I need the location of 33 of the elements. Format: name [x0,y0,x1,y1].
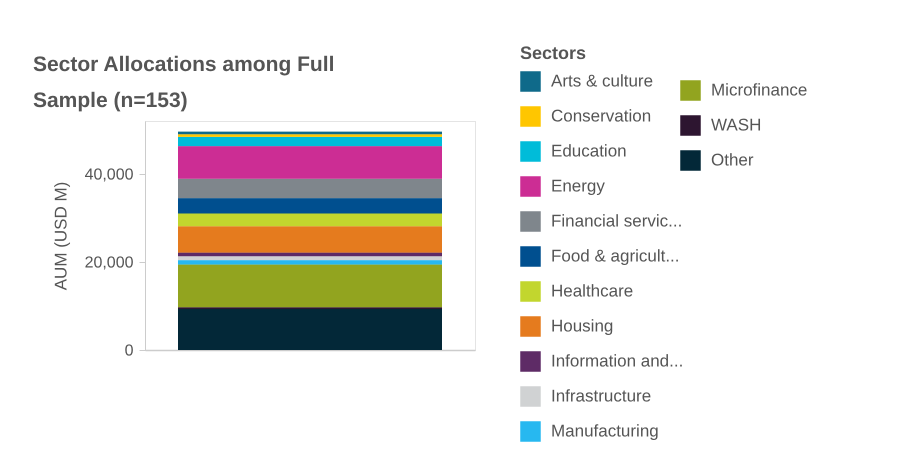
legend-label: Conservation [551,106,652,126]
bar [178,264,442,308]
y-tick-label: 20,000 [84,254,134,272]
legend-label: Food & agricult... [551,246,680,266]
bar [178,226,442,253]
legend-label: Financial servic... [551,212,682,230]
bar [178,213,442,226]
legend-label: Arts & culture [551,72,654,90]
legend-label: Healthcare [551,282,634,300]
legend-label: Information and... [551,352,684,370]
y-tick-label: 40,000 [84,166,134,184]
bar [178,134,442,137]
y-axis-title: AUM (USD M) [52,182,71,290]
bar [178,132,442,134]
legend-label: Other [711,150,754,170]
legend-label: WASH [711,116,762,134]
legend-label: Manufacturing [551,422,659,440]
bar [178,178,442,198]
bar [178,146,442,179]
legend-title: Sectors [520,43,586,63]
y-tick-label: 0 [124,342,134,360]
legend-label: Infrastructure [551,386,652,406]
bar [178,309,442,350]
legend-label: Education [551,142,627,160]
bar [178,256,442,260]
legend-label: Microfinance [711,80,808,100]
chart-title: Sector Allocations among Full Sample (n=153) [33,53,334,112]
legend-label: Housing [551,316,614,336]
legend-label: Energy [551,176,606,196]
bar [178,252,442,256]
bar [178,136,442,146]
bar [178,198,442,214]
bar [178,260,442,265]
